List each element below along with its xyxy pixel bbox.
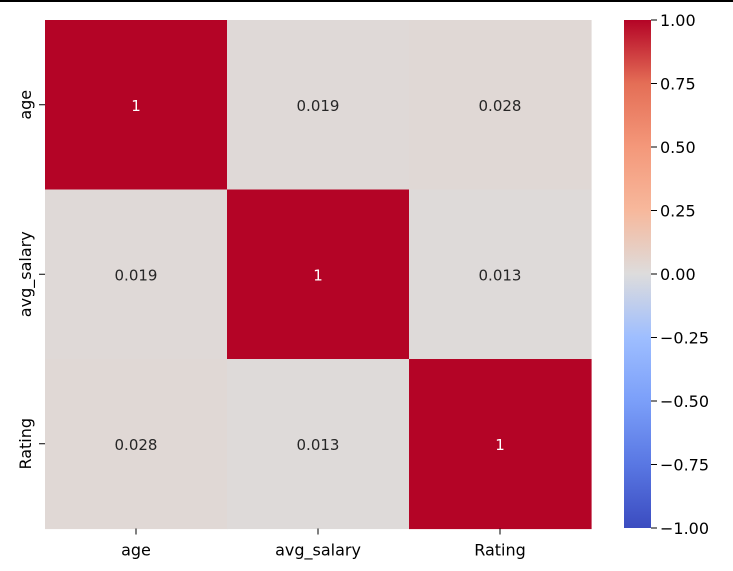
cell-label-rating-age: 0.028 — [115, 436, 158, 454]
colorbar-tick-label: 0.25 — [660, 202, 696, 221]
cell-label-avg-salary-avg-salary: 1 — [313, 266, 323, 284]
heatmap-cells — [45, 20, 592, 530]
cell-label-age-avg-salary: 0.019 — [297, 97, 340, 115]
colorbar-tick-label: 0.75 — [660, 75, 696, 94]
colorbar-tick-label: −0.75 — [660, 456, 709, 475]
cell-label-age-rating: 0.028 — [479, 97, 522, 115]
heatmap-cell-avg-salary-age — [45, 189, 228, 360]
heatmap-cell-rating-rating — [409, 359, 592, 530]
heatmap-cell-avg-salary-avg-salary — [227, 189, 410, 360]
heatmap-cell-age-avg-salary — [227, 20, 410, 191]
colorbar-tick-label: −0.25 — [660, 329, 709, 348]
x-tick-label-avg-salary: avg_salary — [275, 541, 361, 561]
y-tick-label-avg-salary: avg_salary — [16, 231, 36, 317]
colorbar-tick-label: −0.50 — [660, 392, 709, 411]
heatmap-cell-rating-avg-salary — [227, 359, 410, 530]
colorbar-tick-label: 0.00 — [660, 265, 696, 284]
y-tick-label-rating: Rating — [16, 418, 35, 470]
colorbar-tick-label: 1.00 — [660, 11, 696, 30]
top-border-line — [0, 0, 733, 2]
y-axis: age avg_salary Rating — [16, 90, 45, 470]
heatmap-cell-rating-age — [45, 359, 228, 530]
cell-label-age-age: 1 — [131, 97, 141, 115]
x-axis: age avg_salary Rating — [121, 528, 526, 561]
cell-label-avg-salary-rating: 0.013 — [479, 266, 522, 284]
x-tick-label-age: age — [121, 541, 151, 560]
cell-label-avg-salary-age: 0.019 — [115, 266, 158, 284]
cell-label-rating-avg-salary: 0.013 — [297, 436, 340, 454]
x-tick-label-rating: Rating — [474, 541, 526, 560]
colorbar: 1.00 0.75 0.50 0.25 0.00 −0.25 −0.50 −0.75 −1.00 — [624, 11, 709, 538]
heatmap-cell-labels: 1 0.019 0.028 0.019 1 0.013 0.028 0.013 1 — [115, 97, 522, 454]
heatmap-cell-age-rating — [409, 20, 592, 191]
colorbar-gradient — [624, 20, 651, 528]
heatmap-cell-avg-salary-rating — [409, 189, 592, 360]
colorbar-ticks: 1.00 0.75 0.50 0.25 0.00 −0.25 −0.50 −0.75 −1.00 — [651, 11, 709, 538]
colorbar-tick-label: −1.00 — [660, 519, 709, 538]
cell-label-rating-rating: 1 — [495, 436, 505, 454]
y-tick-label-age: age — [16, 90, 35, 120]
heatmap-cell-age-age — [45, 20, 228, 191]
colorbar-tick-label: 0.50 — [660, 138, 696, 157]
